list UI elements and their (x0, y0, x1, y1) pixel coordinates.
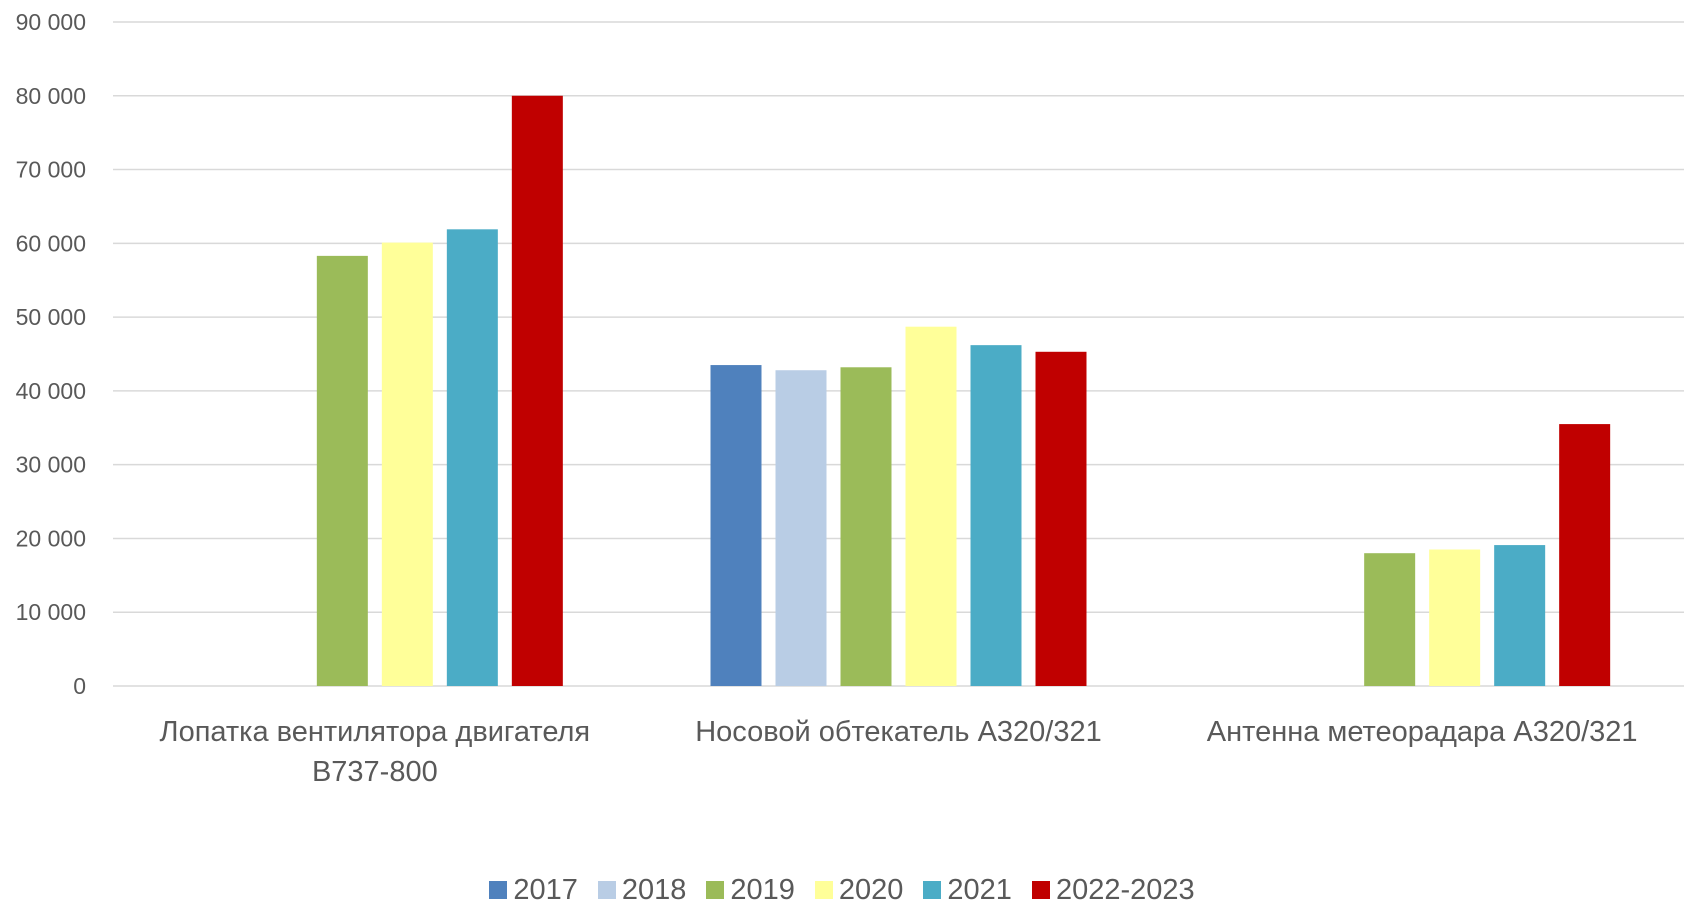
legend-label: 2017 (513, 873, 578, 906)
category-labels: Лопатка вентилятора двигателя B737-800 Нос… (160, 716, 1638, 788)
legend-item: 2020 (814, 873, 904, 907)
bar-2021-cat-2 (1494, 545, 1546, 686)
bar-2022-2023-cat-1 (1035, 351, 1087, 686)
category-label: Антенна метеорадара А320/321 (1207, 716, 1638, 748)
bar-2019-cat-1 (840, 367, 892, 686)
y-tick-label: 30 000 (16, 452, 86, 478)
legend-item: 2017 (489, 874, 578, 907)
legend-label: 2021 (947, 873, 1012, 906)
category-label: B737-800 (312, 756, 438, 788)
bar-2022-2023-cat-2 (1559, 424, 1611, 686)
legend-swatch (1031, 881, 1050, 899)
bar-2020-cat-0 (381, 242, 433, 686)
y-tick-label: 80 000 (16, 83, 86, 109)
legend-swatch (706, 881, 725, 899)
bars (316, 95, 1611, 687)
y-tick-label: 60 000 (16, 230, 86, 256)
bar-2021-cat-0 (446, 229, 498, 686)
legend-swatch (489, 881, 508, 899)
y-tick-label: 90 000 (16, 9, 86, 35)
category-label: Лопатка вентилятора двигателя (160, 716, 591, 748)
category-label: Носовой обтекатель А320/321 (695, 716, 1102, 748)
legend-item: 2021 (923, 874, 1012, 907)
legend-item: 2019 (706, 874, 795, 907)
y-tick-label: 50 000 (16, 304, 86, 330)
bar-2019-cat-2 (1364, 553, 1416, 686)
bar-2021-cat-1 (970, 345, 1022, 686)
legend-label: 2018 (621, 873, 687, 906)
y-tick-label: 20 000 (16, 525, 86, 551)
y-tick-label: 70 000 (16, 157, 86, 183)
legend: 2017 2018 2019 2020 2021 2022-2023 (0, 870, 1684, 910)
bar-2019-cat-0 (316, 255, 368, 686)
gridlines (113, 21, 1684, 687)
legend-swatch (923, 881, 942, 899)
bar-2020-cat-2 (1429, 549, 1481, 686)
bar-2022-2023-cat-0 (511, 95, 563, 687)
bar-2020-cat-1 (905, 326, 957, 686)
legend-label: 2019 (730, 873, 795, 906)
bar-2017-cat-1 (710, 365, 762, 686)
y-axis-ticks: 0 10 000 20 000 30 000 40 000 50 000 60 000 70 … (16, 9, 86, 699)
legend-item: 2018 (597, 873, 687, 907)
legend-item: 2022-2023 (1031, 873, 1195, 907)
y-tick-label: 10 000 (16, 599, 86, 625)
legend-swatch (814, 881, 833, 899)
y-tick-label: 40 000 (16, 378, 86, 404)
legend-label: 2020 (838, 873, 904, 906)
legend-label: 2022-2023 (1055, 873, 1195, 906)
y-tick-label: 0 (73, 673, 86, 699)
bar-chart: 0 10 000 20 000 30 000 40 000 50 000 60 000 70 … (16, 9, 1684, 788)
legend-swatch (597, 881, 616, 899)
bar-2018-cat-1 (775, 370, 827, 686)
